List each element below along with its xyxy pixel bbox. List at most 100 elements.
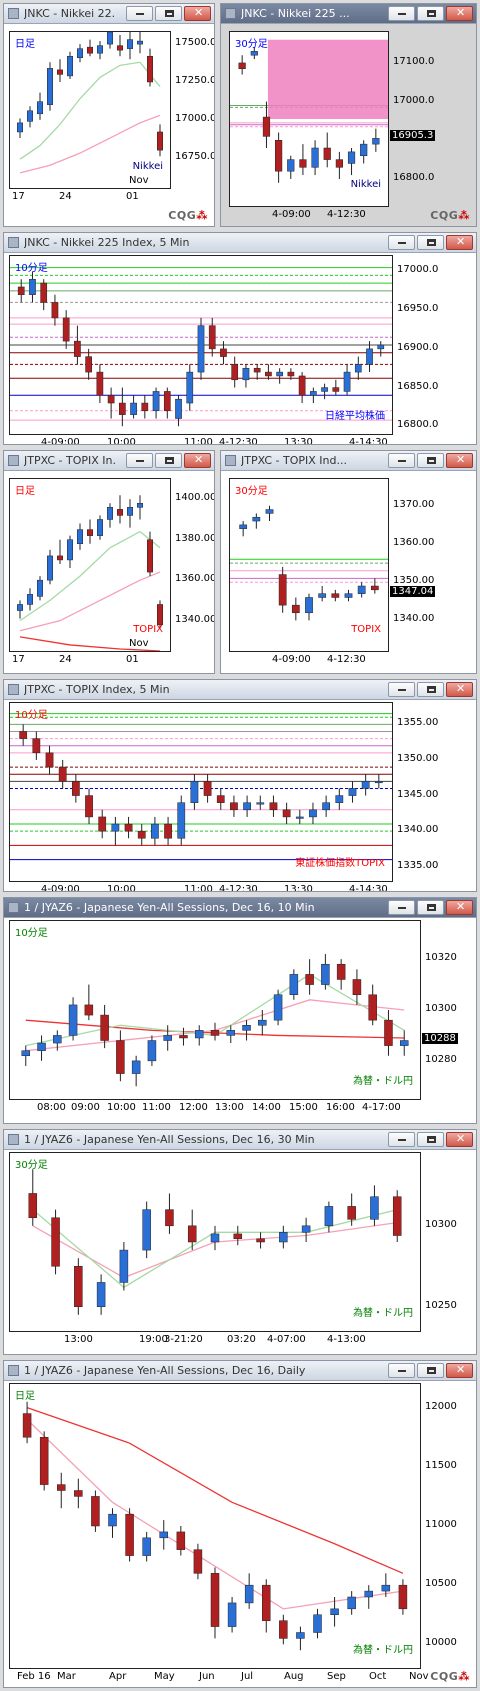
candle-body bbox=[116, 1040, 125, 1074]
candle-body bbox=[40, 282, 48, 303]
chart-window-c1[interactable]: JNKC - Nikkei 22... ✕ 17500.0 17250.0 17000.… bbox=[3, 3, 215, 227]
window-titlebar[interactable]: 1 / JYAZ6 - Japanese Yen-All Sessions, D… bbox=[4, 1361, 476, 1381]
candle-body bbox=[131, 1060, 141, 1074]
close-button[interactable]: ✕ bbox=[446, 1363, 473, 1378]
y-tick-label: 17100.0 bbox=[393, 55, 435, 67]
window-title: JTPXC - TOPIX Ind... bbox=[241, 454, 347, 467]
close-button[interactable]: ✕ bbox=[446, 682, 473, 697]
plot-area[interactable] bbox=[9, 1152, 421, 1332]
chart-window-c4[interactable]: JTPXC - TOPIX In... ✕ 1400.00 1380.00 1360.0… bbox=[3, 450, 215, 674]
candle-body bbox=[107, 395, 115, 404]
plot-area[interactable] bbox=[9, 31, 171, 189]
candle-body bbox=[124, 823, 133, 832]
window-titlebar[interactable]: JNKC - Nikkei 22... ✕ bbox=[4, 4, 214, 24]
candle-body bbox=[370, 585, 379, 591]
minimize-icon bbox=[398, 242, 406, 244]
maximize-button[interactable] bbox=[417, 682, 444, 697]
minimize-button[interactable] bbox=[388, 6, 415, 21]
x-tick-label: Nov bbox=[409, 1671, 429, 1682]
maximize-button[interactable] bbox=[417, 900, 444, 915]
close-button[interactable]: ✕ bbox=[446, 453, 473, 468]
candle-body bbox=[324, 1206, 334, 1227]
close-button[interactable]: ✕ bbox=[446, 235, 473, 250]
candle-body bbox=[176, 1531, 186, 1550]
minimize-button[interactable] bbox=[126, 453, 153, 468]
instrument-label: 為替・ドル円 bbox=[353, 1645, 413, 1656]
plot-area[interactable] bbox=[229, 31, 389, 207]
moving-average-line bbox=[19, 636, 161, 651]
candle-body bbox=[244, 1584, 254, 1604]
chart-app-icon bbox=[8, 902, 19, 913]
minimize-button[interactable] bbox=[388, 682, 415, 697]
window-titlebar[interactable]: JNKC - Nikkei 225 ... ✕ bbox=[221, 4, 476, 24]
maximize-button[interactable] bbox=[155, 453, 182, 468]
instrument-label: Nikkei bbox=[132, 161, 163, 172]
close-button[interactable]: ✕ bbox=[184, 6, 211, 21]
minimize-icon bbox=[398, 460, 406, 462]
close-button[interactable]: ✕ bbox=[184, 453, 211, 468]
close-button[interactable]: ✕ bbox=[446, 6, 473, 21]
minimize-button[interactable] bbox=[388, 1363, 415, 1378]
plot-area[interactable] bbox=[9, 920, 421, 1100]
y-tick-label: 12000 bbox=[425, 1400, 457, 1412]
candle-body bbox=[147, 539, 153, 573]
maximize-button[interactable] bbox=[417, 235, 444, 250]
chart-app-icon bbox=[8, 8, 19, 19]
candle-body bbox=[381, 1584, 391, 1592]
plot-area[interactable] bbox=[9, 1383, 421, 1669]
maximize-button[interactable] bbox=[417, 453, 444, 468]
maximize-button[interactable] bbox=[155, 6, 182, 21]
x-tick-label: 4-07:00 bbox=[267, 1334, 306, 1345]
window-titlebar[interactable]: 1 / JYAZ6 - Japanese Yen-All Sessions, D… bbox=[4, 898, 476, 918]
candle-body bbox=[111, 823, 120, 832]
chart-window-c3[interactable]: JNKC - Nikkei 225 Index, 5 Min ✕ 17000.0 16… bbox=[3, 232, 477, 445]
chart-window-c6[interactable]: JTPXC - TOPIX Index, 5 Min ✕ 1355.00 1350.0… bbox=[3, 679, 477, 892]
minimize-button[interactable] bbox=[388, 900, 415, 915]
minimize-button[interactable] bbox=[388, 453, 415, 468]
timeframe-label: 30分足 bbox=[15, 1160, 48, 1171]
window-titlebar[interactable]: JTPXC - TOPIX In... ✕ bbox=[4, 451, 214, 471]
window-titlebar[interactable]: JTPXC - TOPIX Index, 5 Min ✕ bbox=[4, 680, 476, 700]
maximize-icon bbox=[165, 10, 174, 17]
candle-body bbox=[98, 816, 107, 832]
minimize-icon bbox=[398, 689, 406, 691]
x-tick-label: 24 bbox=[59, 654, 72, 665]
candle-body bbox=[57, 555, 63, 561]
chart-window-c2[interactable]: JNKC - Nikkei 225 ... ✕ 17100.0 17000.0 1680… bbox=[220, 3, 477, 227]
x-tick-label: 10:00 bbox=[107, 437, 136, 445]
maximize-button[interactable] bbox=[417, 1363, 444, 1378]
chart-app-icon bbox=[8, 684, 19, 695]
candle-body bbox=[289, 974, 299, 995]
maximize-button[interactable] bbox=[417, 1132, 444, 1147]
window-titlebar[interactable]: JNKC - Nikkei 225 Index, 5 Min ✕ bbox=[4, 233, 476, 253]
candle-body bbox=[305, 974, 314, 985]
minimize-button[interactable] bbox=[388, 235, 415, 250]
x-tick-label: 03:20 bbox=[227, 1334, 256, 1345]
candle-body bbox=[239, 524, 248, 529]
minimize-button[interactable] bbox=[126, 6, 153, 21]
close-button[interactable]: ✕ bbox=[446, 900, 473, 915]
candle-body bbox=[130, 402, 137, 415]
chart-window-c8[interactable]: 1 / JYAZ6 - Japanese Yen-All Sessions, D… bbox=[3, 1129, 477, 1355]
candle-body bbox=[108, 1513, 117, 1527]
x-tick-label: 11:00 bbox=[184, 884, 213, 892]
plot-area[interactable] bbox=[9, 478, 171, 652]
chart-window-c7[interactable]: 1 / JYAZ6 - Japanese Yen-All Sessions, D… bbox=[3, 897, 477, 1124]
plot-area[interactable] bbox=[229, 478, 389, 652]
window-titlebar[interactable]: 1 / JYAZ6 - Japanese Yen-All Sessions, D… bbox=[4, 1130, 476, 1150]
candle-body bbox=[193, 1549, 203, 1574]
close-button[interactable]: ✕ bbox=[446, 1132, 473, 1147]
chart-app-icon bbox=[8, 455, 19, 466]
plot-area[interactable] bbox=[9, 702, 393, 882]
candle-body bbox=[141, 402, 149, 412]
candle-body bbox=[107, 32, 113, 45]
chart-window-c5[interactable]: JTPXC - TOPIX Ind... ✕ 1370.00 1360.00 1350.… bbox=[220, 450, 477, 674]
close-icon: ✕ bbox=[456, 682, 466, 695]
minimize-button[interactable] bbox=[388, 1132, 415, 1147]
y-tick-label: 10300 bbox=[425, 1003, 457, 1014]
x-tick-label: 4-09:00 bbox=[41, 884, 80, 892]
chart-window-c9[interactable]: 1 / JYAZ6 - Japanese Yen-All Sessions, D… bbox=[3, 1360, 477, 1688]
maximize-button[interactable] bbox=[417, 6, 444, 21]
window-titlebar[interactable]: JTPXC - TOPIX Ind... ✕ bbox=[221, 451, 476, 471]
plot-area[interactable] bbox=[9, 255, 393, 435]
